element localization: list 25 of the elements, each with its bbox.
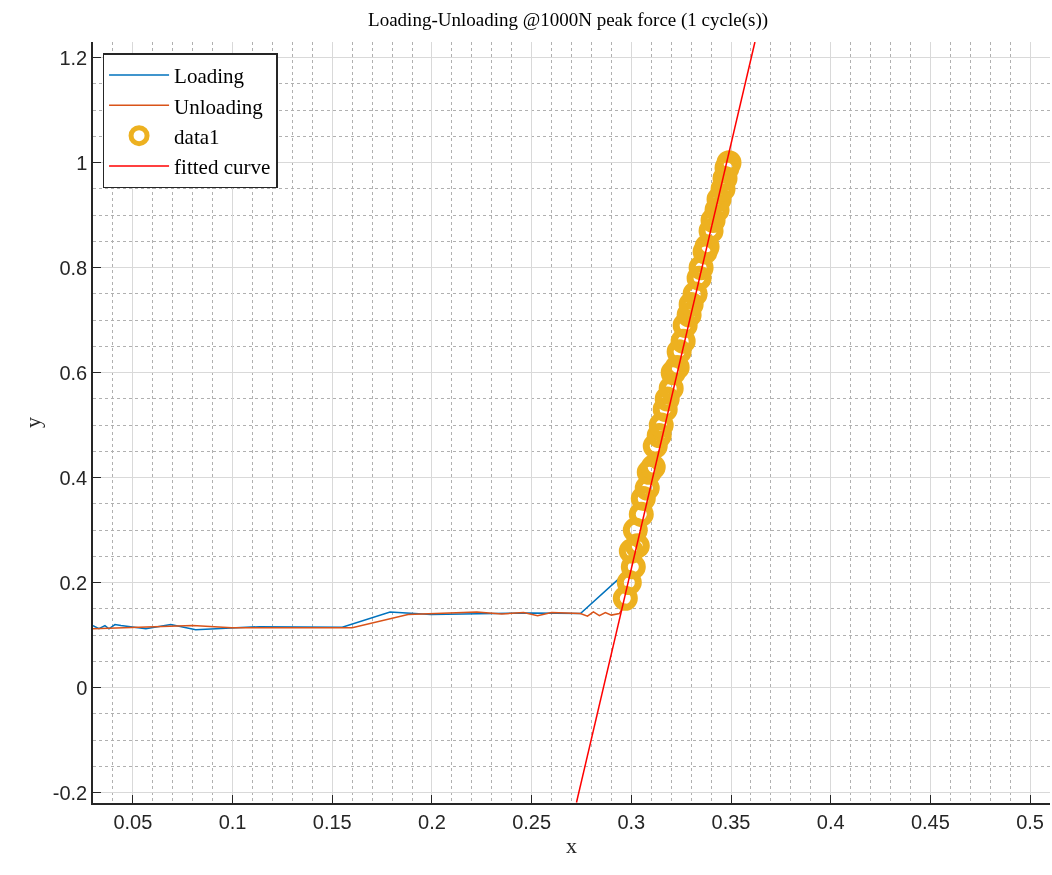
chart-title: Loading-Unloading @1000N peak force (1 cycle(s)) (368, 9, 769, 32)
x-tick-label: 0.4 (816, 810, 845, 833)
x-tick-label: 0.1 (218, 810, 247, 833)
x-axis-title: x (566, 833, 577, 859)
y-tick-label: 0.8 (59, 256, 88, 279)
x-tick-label: 0.15 (312, 810, 352, 833)
x-tick-label: 0.3 (617, 810, 646, 833)
x-tick-label: 0.25 (512, 810, 552, 833)
x-tick-label: 0.5 (1016, 810, 1044, 833)
x-tick-label: 0.2 (418, 810, 446, 833)
y-tick-label: 0 (76, 676, 88, 699)
y-tick-label: -0.2 (52, 781, 88, 804)
legend-label: data1 (174, 124, 220, 149)
y-tick-label: 1.2 (59, 46, 88, 69)
y-tick-label: 0.2 (59, 571, 88, 594)
y-tick-label: 0.6 (59, 361, 88, 384)
y-axis-title: y (20, 417, 46, 428)
legend-label: Unloading (174, 94, 264, 119)
y-tick-label: 0.4 (59, 466, 88, 489)
x-tick-label: 0.45 (910, 810, 950, 833)
legend-label: Loading (174, 64, 245, 89)
y-tick-label: 1 (76, 151, 88, 174)
x-tick-label: 0.35 (711, 810, 751, 833)
x-tick-label: 0.05 (113, 810, 153, 833)
legend-label: fitted curve (174, 155, 271, 180)
